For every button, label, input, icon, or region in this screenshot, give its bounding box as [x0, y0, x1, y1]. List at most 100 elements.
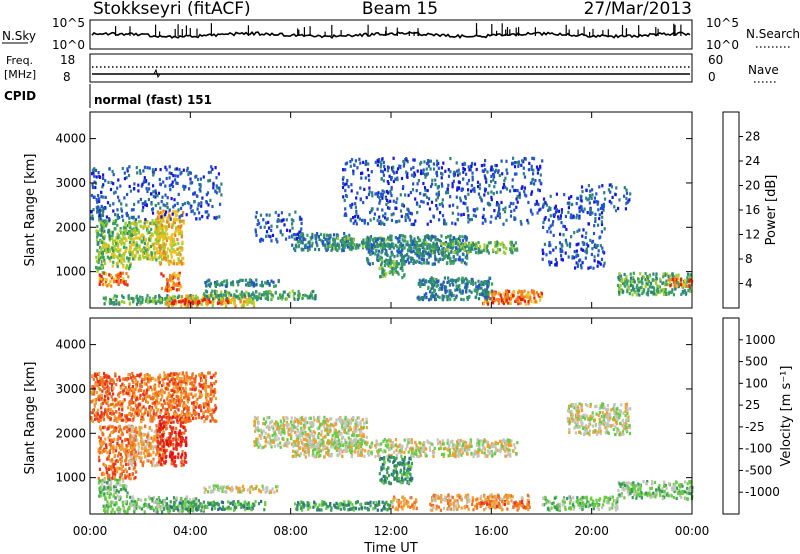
heatmap-cell: [617, 207, 619, 210]
heatmap-cell: [427, 223, 429, 226]
heatmap-cell: [414, 159, 416, 162]
heatmap-cell: [585, 257, 587, 260]
heatmap-cell: [615, 186, 617, 189]
heatmap-cell: [166, 251, 168, 254]
heatmap-cell: [144, 433, 146, 436]
heatmap-cell: [531, 178, 533, 181]
heatmap-cell: [444, 170, 446, 173]
heatmap-cell: [441, 185, 443, 188]
heatmap-cell: [178, 168, 180, 171]
heatmap-cell: [371, 194, 373, 197]
heatmap-cell: [217, 294, 219, 297]
heatmap-cell: [160, 183, 162, 186]
nsky-label: N.Sky: [2, 29, 36, 43]
heatmap-cell: [175, 214, 177, 217]
heatmap-cell: [151, 253, 153, 256]
heatmap-cell: [160, 255, 162, 258]
heatmap-cell: [98, 477, 100, 480]
heatmap-cell: [168, 295, 170, 298]
heatmap-cell: [252, 297, 254, 300]
heatmap-cell: [628, 198, 630, 201]
heatmap-cell: [423, 201, 425, 204]
heatmap-cell: [115, 302, 117, 305]
heatmap-cell: [384, 168, 386, 171]
heatmap-cell: [123, 254, 125, 257]
power-heatmap: [90, 157, 693, 308]
heatmap-cell: [121, 215, 123, 218]
heatmap-cell: [600, 207, 602, 210]
heatmap-cell: [466, 257, 468, 260]
heatmap-cell: [152, 207, 154, 210]
heatmap-cell: [221, 298, 223, 301]
heatmap-cell: [447, 188, 449, 191]
heatmap-cell: [396, 171, 398, 174]
heatmap-cell: [356, 192, 358, 195]
heatmap-cell: [279, 293, 281, 296]
heatmap-cell: [181, 248, 183, 251]
heatmap-cell: [206, 280, 208, 283]
heatmap-cell: [468, 280, 470, 283]
heatmap-cell: [460, 213, 462, 216]
heatmap-cell: [114, 245, 116, 248]
heatmap-cell: [522, 298, 524, 301]
heatmap-cell: [167, 247, 169, 250]
heatmap-cell: [394, 178, 396, 181]
heatmap-cell: [408, 194, 410, 197]
heatmap-cell: [422, 182, 424, 185]
heatmap-cell: [429, 243, 431, 246]
heatmap-cell: [496, 164, 498, 167]
heatmap-cell: [460, 245, 462, 248]
heatmap-cell: [158, 242, 160, 245]
heatmap-cell: [498, 298, 500, 301]
beam-title: Beam 15: [362, 0, 438, 19]
heatmap-cell: [156, 223, 158, 226]
heatmap-cell: [284, 291, 286, 294]
heatmap-cell: [476, 207, 478, 210]
heatmap-cell: [171, 427, 173, 430]
heatmap-cell: [111, 246, 113, 249]
heatmap-cell: [119, 458, 121, 461]
heatmap-cell: [142, 209, 144, 212]
heatmap-cell: [532, 290, 534, 293]
heatmap-cell: [510, 241, 512, 244]
heatmap-cell: [377, 219, 379, 222]
heatmap-cell: [278, 219, 280, 222]
heatmap-cell: [449, 284, 451, 287]
heatmap-cell: [401, 276, 403, 279]
heatmap-cell: [109, 280, 111, 283]
heatmap-cell: [539, 165, 541, 168]
heatmap-cell: [449, 243, 451, 246]
heatmap-cell: [261, 293, 263, 296]
heatmap-cell: [424, 294, 426, 297]
heatmap-cell: [484, 176, 486, 179]
heatmap-cell: [342, 168, 344, 171]
heatmap-cell: [371, 170, 373, 173]
heatmap-cell: [311, 242, 313, 245]
heatmap-cell: [134, 228, 136, 231]
heatmap-cell: [422, 172, 424, 175]
heatmap-cell: [459, 289, 461, 292]
heatmap-cell: [143, 451, 145, 454]
heatmap-cell: [128, 257, 130, 260]
heatmap-cell: [392, 166, 394, 169]
heatmap-cell: [137, 442, 139, 445]
heatmap-cell: [388, 238, 390, 241]
heatmap-cell: [164, 225, 166, 228]
heatmap-cell: [518, 162, 520, 165]
heatmap-cell: [377, 164, 379, 167]
heatmap-cell: [513, 244, 515, 247]
heatmap-cell: [152, 219, 154, 222]
heatmap-cell: [224, 290, 226, 293]
heatmap-cell: [128, 454, 130, 457]
heatmap-cell: [463, 162, 465, 165]
heatmap-cell: [304, 244, 306, 247]
heatmap-cell: [482, 282, 484, 285]
heatmap-cell: [622, 282, 624, 285]
heatmap-cell: [355, 206, 357, 209]
heatmap-cell: [130, 297, 132, 300]
heatmap-cell: [131, 438, 133, 441]
heatmap-cell: [601, 220, 603, 223]
heatmap-cell: [180, 304, 182, 307]
heatmap-cell: [174, 234, 176, 237]
heatmap-cell: [134, 439, 136, 442]
